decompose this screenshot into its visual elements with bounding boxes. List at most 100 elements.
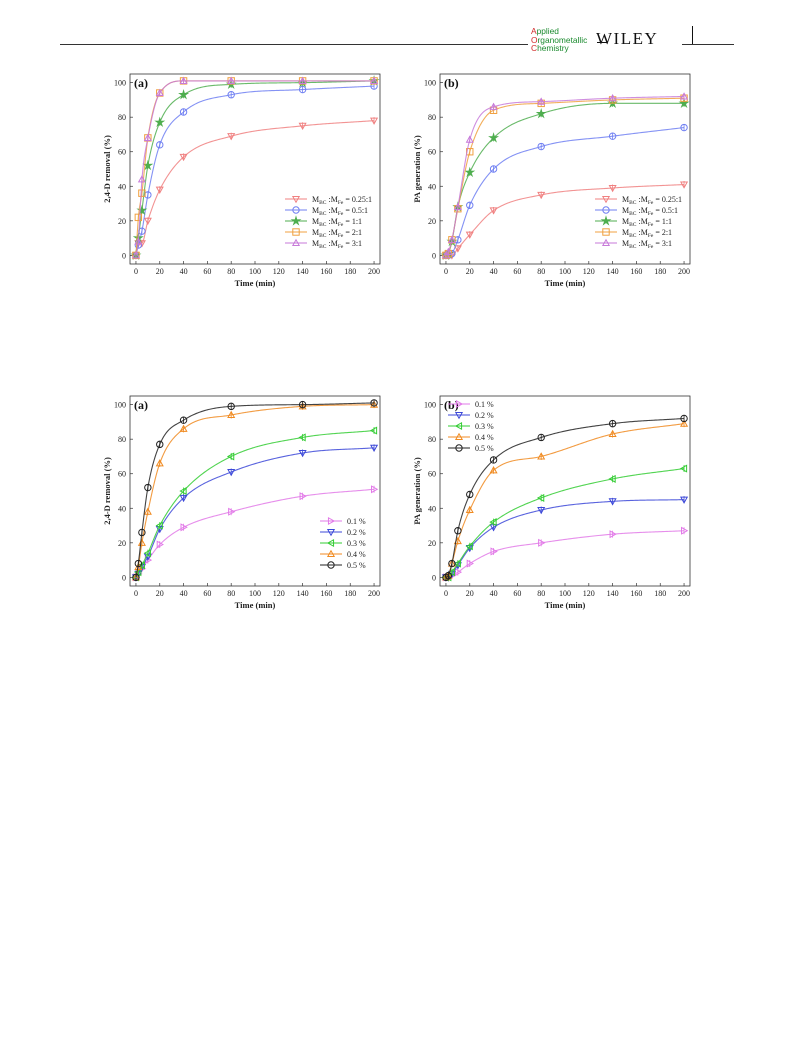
x-axis-label: Time (min)	[545, 278, 586, 288]
legend-text: M	[312, 217, 319, 226]
plot-frame	[129, 395, 381, 587]
data-point	[537, 191, 546, 200]
data-point	[489, 165, 498, 173]
legend-subscript: Fe	[648, 222, 654, 228]
legend-marker	[290, 215, 302, 226]
publisher-logo: WILEY	[596, 29, 659, 48]
data-point	[143, 217, 152, 226]
data-point	[608, 498, 617, 506]
series-line	[445, 95, 685, 256]
data-point	[489, 518, 497, 527]
data-point	[156, 440, 164, 449]
panel-label: (b)	[444, 76, 459, 90]
series-group	[441, 496, 689, 582]
data-point	[179, 76, 188, 84]
data-point	[178, 88, 190, 100]
data-point	[369, 426, 378, 435]
data-point	[226, 452, 235, 461]
data-point	[370, 76, 379, 84]
data-point	[132, 573, 140, 582]
journal-initial: A	[531, 26, 537, 36]
legend-subscript: BC	[629, 200, 637, 206]
y-tick-label: 80	[428, 435, 436, 444]
legend-subscript: Fe	[648, 200, 654, 206]
data-point	[227, 91, 235, 99]
series-line	[445, 184, 685, 256]
data-point	[143, 549, 151, 558]
data-point	[441, 251, 450, 259]
series-line	[135, 402, 375, 578]
y-tick-label: 60	[118, 148, 126, 157]
data-point	[680, 123, 688, 132]
series-group	[441, 464, 688, 582]
legend-label: 0.1 %	[475, 400, 494, 409]
legend-label: MBC :MFe = 1:1	[622, 217, 672, 228]
publisher-dash	[597, 42, 607, 43]
data-point	[608, 132, 617, 140]
data-point	[453, 202, 462, 211]
legend-text: M	[312, 239, 319, 248]
legend-text: M	[622, 217, 629, 226]
legend-marker	[292, 206, 300, 214]
x-tick-label: 160	[320, 267, 332, 276]
x-tick-label: 120	[273, 267, 285, 276]
legend-subscript: Fe	[338, 244, 344, 250]
data-point	[370, 444, 379, 453]
y-tick-label: 60	[118, 470, 126, 479]
data-point	[180, 523, 188, 532]
data-point	[680, 414, 688, 423]
data-point	[537, 506, 546, 515]
y-tick-label: 100	[114, 401, 126, 410]
x-tick-label: 0	[134, 267, 138, 276]
y-tick-label: 100	[424, 79, 436, 88]
data-point	[466, 559, 474, 568]
series-line	[445, 499, 685, 578]
data-point	[227, 468, 236, 477]
legend-subscript: BC	[629, 233, 637, 239]
legend-label: 0.4 %	[347, 550, 366, 559]
x-tick-label: 60	[513, 589, 521, 598]
legend-text: = 2:1	[343, 228, 362, 237]
journal-line-1: Applied	[531, 27, 587, 36]
legend-marker	[602, 228, 610, 236]
series-group	[132, 485, 379, 582]
legend-text: :M	[326, 239, 337, 248]
data-point	[680, 181, 689, 189]
series-line	[135, 80, 375, 256]
legend-subscript: BC	[319, 244, 327, 250]
legend-marker	[327, 516, 336, 526]
x-tick-label: 20	[466, 267, 474, 276]
legend-label: MBC :MFe = 1:1	[312, 217, 362, 228]
legend-subscript: Fe	[648, 244, 654, 250]
data-point	[538, 538, 546, 547]
x-axis-label: Time (min)	[235, 278, 276, 288]
x-tick-label: 80	[227, 589, 235, 598]
data-point	[536, 493, 545, 502]
data-point	[227, 402, 235, 411]
data-point	[466, 490, 474, 499]
x-tick-label: 200	[678, 267, 690, 276]
y-tick-label: 80	[118, 113, 126, 122]
journal-line-2: Organometallic	[531, 35, 587, 45]
data-point	[179, 486, 187, 496]
data-point	[453, 245, 462, 253]
data-point	[298, 76, 307, 84]
legend-label: 0.5 %	[475, 444, 494, 453]
legend-subscript: BC	[629, 244, 637, 250]
series-line	[135, 447, 375, 578]
legend-subscript: Fe	[648, 211, 654, 217]
data-point	[680, 496, 689, 504]
legend-subscript: Fe	[338, 222, 344, 228]
journal-rest: hemistry	[537, 43, 569, 54]
y-tick-label: 60	[428, 470, 436, 479]
data-point	[156, 540, 164, 549]
legend-text: :M	[326, 195, 337, 204]
x-axis-label: Time (min)	[545, 600, 586, 610]
data-point	[134, 237, 143, 245]
legend-text: M	[622, 228, 629, 237]
x-tick-label: 160	[630, 589, 642, 598]
data-point	[370, 485, 379, 494]
series-group	[131, 426, 378, 582]
series-group	[132, 77, 378, 260]
